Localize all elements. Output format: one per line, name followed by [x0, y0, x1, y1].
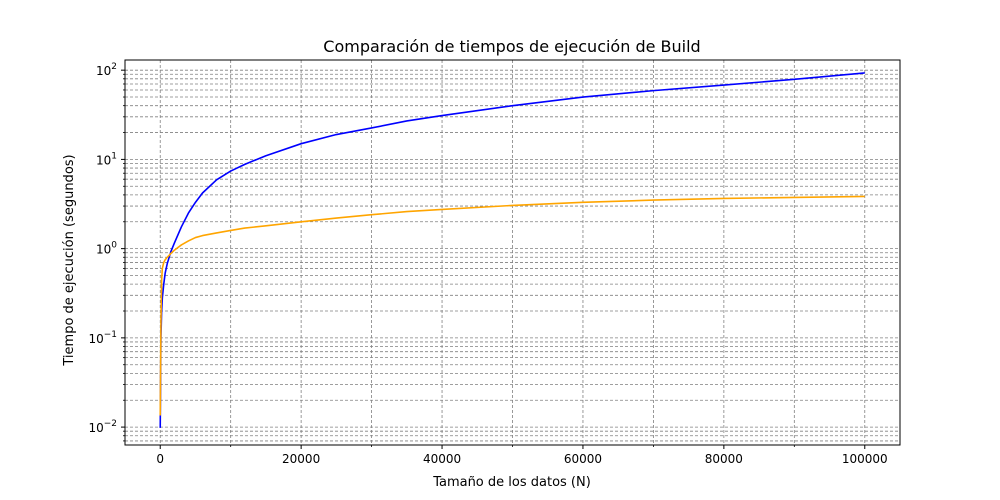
x-tick-label: 80000 — [705, 452, 743, 466]
x-tick-label: 0 — [156, 452, 164, 466]
x-tick-label: 60000 — [564, 452, 602, 466]
y-axis-label: Tiempo de ejecución (segundos) — [62, 154, 77, 366]
x-axis-label: Tamaño de los datos (N) — [432, 475, 591, 490]
grid — [125, 60, 900, 445]
chart-title: Comparación de tiempos de ejecución de B… — [323, 37, 700, 56]
x-tick-label: 20000 — [282, 452, 320, 466]
series-layer — [159, 72, 865, 428]
y-tick-label: 10−1 — [88, 330, 117, 346]
y-tick-label: 100 — [96, 241, 117, 257]
ticks: 0 20000 40000 60000 80000 100000 10−2 10−1 100 10… — [88, 62, 887, 466]
y-tick-label: 10−2 — [88, 419, 117, 435]
y-tick-label: 101 — [96, 151, 117, 167]
x-tick-label: 40000 — [423, 452, 461, 466]
x-tick-label: 100000 — [842, 452, 888, 466]
series-line-2 — [159, 195, 865, 416]
series-line-1 — [159, 72, 865, 428]
y-tick-label: 102 — [96, 62, 117, 78]
